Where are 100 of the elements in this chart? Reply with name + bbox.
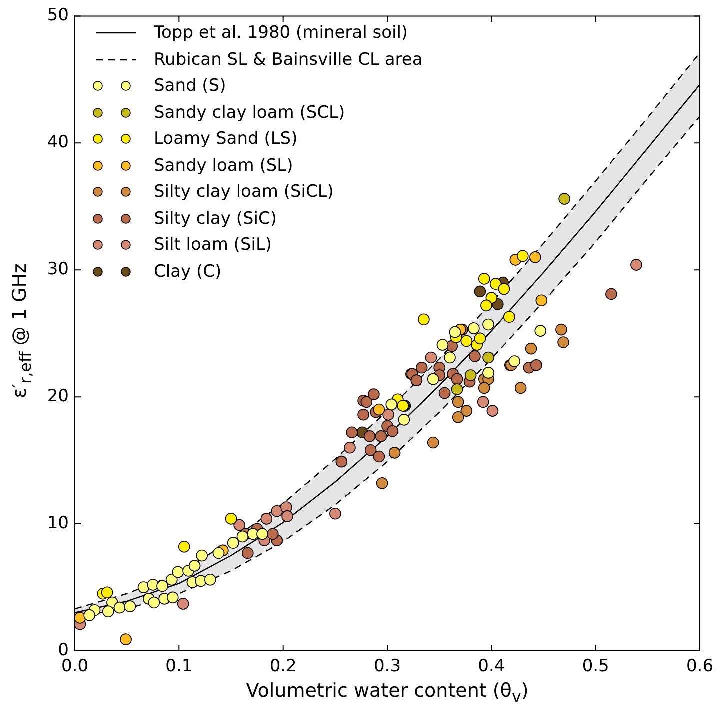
legend-label: Topp et al. 1980 (mineral soil) <box>154 22 408 45</box>
point <box>444 352 456 364</box>
point <box>630 259 642 271</box>
point <box>460 405 473 417</box>
legend-label: Sand (S) <box>154 75 226 98</box>
point <box>480 300 492 312</box>
point <box>364 430 376 442</box>
point <box>536 294 548 306</box>
point <box>474 332 486 345</box>
point <box>120 634 132 646</box>
point <box>373 404 386 416</box>
x-tick-label: 0.5 <box>582 656 610 677</box>
point <box>530 252 542 264</box>
point <box>530 359 542 372</box>
point <box>514 382 527 394</box>
point <box>212 547 225 560</box>
point <box>482 352 494 364</box>
point <box>427 436 440 449</box>
point <box>148 596 160 609</box>
point <box>438 387 451 400</box>
point <box>368 388 380 400</box>
legend-label: Clay (C) <box>154 260 222 284</box>
point <box>460 335 473 348</box>
legend-label: Silty clay loam (SiCL) <box>154 181 334 204</box>
point <box>451 373 464 386</box>
point <box>436 339 449 351</box>
point <box>534 325 547 337</box>
y-tick-label: 40 <box>47 132 69 153</box>
point <box>147 579 160 591</box>
point <box>242 547 254 560</box>
point <box>517 250 529 262</box>
point <box>256 528 268 540</box>
x-tick-label: 0.1 <box>166 656 193 677</box>
point <box>271 505 283 518</box>
point <box>558 193 570 205</box>
point <box>138 582 150 594</box>
point <box>425 352 438 364</box>
point <box>477 396 490 408</box>
point <box>267 528 279 540</box>
point <box>358 408 370 421</box>
point <box>364 444 377 456</box>
point <box>101 586 114 598</box>
point <box>172 566 184 578</box>
point <box>177 598 190 610</box>
point <box>558 336 570 348</box>
point <box>382 408 394 421</box>
point <box>468 322 480 334</box>
point <box>195 575 207 588</box>
point <box>376 478 388 490</box>
y-tick-label: 50 <box>47 6 69 26</box>
point <box>478 382 490 394</box>
point <box>336 456 348 468</box>
x-tick-label: 0.2 <box>270 656 297 677</box>
point <box>344 442 356 454</box>
point <box>225 513 238 525</box>
point <box>486 405 499 417</box>
point <box>418 314 430 326</box>
legend-label: Rubican SL & Bainsville CL area <box>154 48 423 72</box>
point <box>373 450 386 463</box>
point <box>398 414 410 426</box>
point <box>525 342 538 355</box>
point <box>498 283 510 296</box>
point <box>234 519 246 532</box>
y-tick-label: 20 <box>47 386 69 406</box>
point <box>360 396 373 408</box>
point <box>124 600 136 612</box>
x-tick-label: 0.3 <box>374 656 402 677</box>
point <box>84 610 96 622</box>
point <box>236 530 249 543</box>
point <box>451 384 464 396</box>
point <box>427 373 440 386</box>
point <box>478 273 490 285</box>
point <box>452 411 464 424</box>
point <box>469 350 481 362</box>
y-tick-label: 10 <box>47 513 69 534</box>
point <box>102 606 114 618</box>
point <box>503 311 516 323</box>
point <box>482 318 494 331</box>
point <box>508 356 520 368</box>
point <box>464 370 477 382</box>
point <box>490 278 502 290</box>
point <box>178 540 190 553</box>
point <box>260 513 273 525</box>
point <box>452 396 464 408</box>
x-axis-title: Volumetric water content (θ$_{v}$) <box>245 680 530 706</box>
point <box>167 592 179 604</box>
point <box>204 574 216 586</box>
point <box>375 430 388 442</box>
point <box>386 425 399 438</box>
point <box>75 612 86 624</box>
x-tick-label: 0.6 <box>686 656 714 677</box>
point <box>156 580 168 592</box>
legend-label: Silty clay (SiC) <box>154 208 277 230</box>
x-tick-label: 0.0 <box>61 656 89 677</box>
point <box>556 324 568 336</box>
legend-label: Sandy loam (SL) <box>154 154 294 178</box>
point <box>449 326 462 338</box>
legend-label: Silt loam (SiL) <box>154 234 272 257</box>
point <box>388 447 401 459</box>
point <box>196 550 208 562</box>
